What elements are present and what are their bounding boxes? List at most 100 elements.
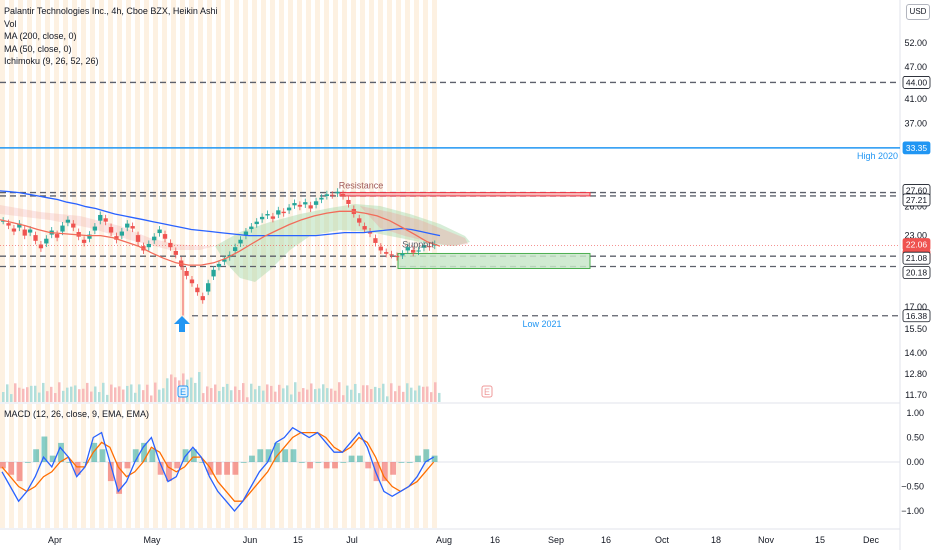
volume-bar — [110, 384, 113, 402]
candle-body — [195, 287, 200, 293]
volume-bar — [406, 383, 409, 402]
time-tick-label: Oct — [655, 535, 670, 545]
price-tag-label: 27.60 — [906, 186, 928, 196]
volume-bar — [326, 388, 329, 402]
volume-bar — [262, 390, 265, 402]
session-band — [396, 0, 401, 402]
volume-bar — [122, 389, 125, 402]
volume-bar — [66, 387, 69, 402]
volume-bar — [74, 385, 77, 402]
macd-histogram-bar — [174, 462, 181, 469]
ma200-line — [0, 190, 441, 237]
session-band — [36, 404, 41, 528]
price-tick-label: 23.00 — [904, 231, 927, 241]
macd-histogram-bar — [232, 462, 239, 475]
currency-button[interactable]: USD — [906, 4, 930, 20]
volume-bar — [154, 382, 157, 402]
candle-body — [173, 250, 178, 255]
session-band — [432, 404, 437, 528]
volume-bar — [334, 390, 337, 402]
session-band — [36, 0, 41, 402]
macd-histogram-bar — [249, 455, 255, 462]
cloud-red — [360, 206, 468, 246]
time-tick-label: 18 — [711, 535, 721, 545]
candle-body — [38, 244, 44, 249]
session-band — [387, 0, 392, 402]
candle-body — [135, 235, 141, 242]
volume-bar — [254, 389, 257, 402]
volume-bar — [314, 389, 317, 402]
ma50-line — [0, 210, 441, 266]
candle-body — [259, 216, 265, 220]
session-band — [288, 404, 293, 528]
indicator-ma50[interactable]: MA (50, close, 0) — [4, 43, 72, 54]
volume-bar — [402, 391, 405, 402]
macd-histogram-bar — [66, 462, 73, 463]
session-band — [252, 404, 257, 528]
price-axis[interactable]: 52.00 47.00 41.00 37.00 26.00 23.00 17.00 15.50… — [901, 38, 931, 516]
macd-legend[interactable]: MACD (12, 26, close, 9, EMA, EMA) — [4, 409, 150, 419]
macd-tick-label: 0.00 — [906, 457, 924, 467]
price-tag — [902, 193, 931, 207]
session-band — [180, 0, 185, 402]
session-band — [369, 0, 374, 402]
candle-body — [44, 238, 49, 244]
session-band — [369, 404, 374, 528]
macd-tick-label: −0.50 — [901, 482, 924, 492]
volume-bar — [270, 385, 273, 402]
candle-body — [362, 226, 367, 230]
macd-histogram-bar — [340, 462, 347, 463]
price-tag-label: 16.38 — [906, 311, 928, 321]
volume-bar — [94, 386, 97, 402]
candle-body — [81, 239, 87, 243]
volume-bar — [250, 383, 253, 402]
session-band — [315, 404, 320, 528]
volume-bar — [426, 386, 429, 402]
volume-bar — [14, 383, 17, 402]
candle-body — [65, 219, 71, 223]
session-band — [360, 404, 365, 528]
volume-bar — [346, 385, 349, 402]
macd-histogram-bar — [33, 449, 40, 462]
candle-body — [125, 223, 130, 228]
candle-body — [340, 193, 346, 197]
time-axis[interactable]: Apr May Jun 15 Jul Aug 16 Sep 16 Oct 18 Nov 15 Dec — [48, 535, 880, 545]
candle-body — [119, 231, 125, 236]
volume-bar — [438, 392, 441, 402]
volume-bar — [322, 384, 325, 402]
session-band — [333, 0, 338, 402]
session-band — [135, 0, 140, 402]
price-tag — [902, 141, 931, 155]
price-tag-label: 20.18 — [906, 268, 928, 278]
session-band — [234, 0, 239, 402]
volume-bar — [2, 392, 5, 402]
volume-bar — [114, 387, 117, 402]
volume-bar — [142, 390, 145, 402]
candle-body — [292, 203, 297, 206]
macd-histogram-bar — [124, 462, 131, 469]
volume-bar — [286, 385, 289, 402]
volume-bar — [374, 386, 377, 402]
session-band — [297, 0, 302, 402]
candle-body — [87, 234, 92, 239]
volume-bar — [130, 384, 133, 402]
time-tick-label: 15 — [815, 535, 825, 545]
volume-bar — [38, 392, 41, 402]
candle-body — [421, 245, 427, 248]
indicator-vol[interactable]: Vol — [4, 18, 17, 29]
price-tick-label: 52.00 — [904, 38, 927, 48]
volume-bar — [150, 395, 153, 402]
candle-body — [346, 199, 351, 204]
session-band — [423, 404, 428, 528]
candle-body — [146, 243, 151, 248]
volume-bar — [106, 394, 109, 402]
macd-histogram-bar — [224, 462, 230, 475]
indicator-ma200[interactable]: MA (200, close, 0) — [4, 31, 77, 41]
macd-histogram-bar — [190, 449, 197, 462]
volume-bar — [330, 388, 333, 402]
cloud-red-left — [0, 205, 215, 250]
symbol-title[interactable]: Palantir Technologies Inc., 4h, Cboe BZX… — [4, 6, 218, 16]
indicator-ichimoku[interactable]: Ichimoku (9, 26, 52, 26) — [4, 56, 99, 66]
volume-bar — [6, 384, 9, 402]
